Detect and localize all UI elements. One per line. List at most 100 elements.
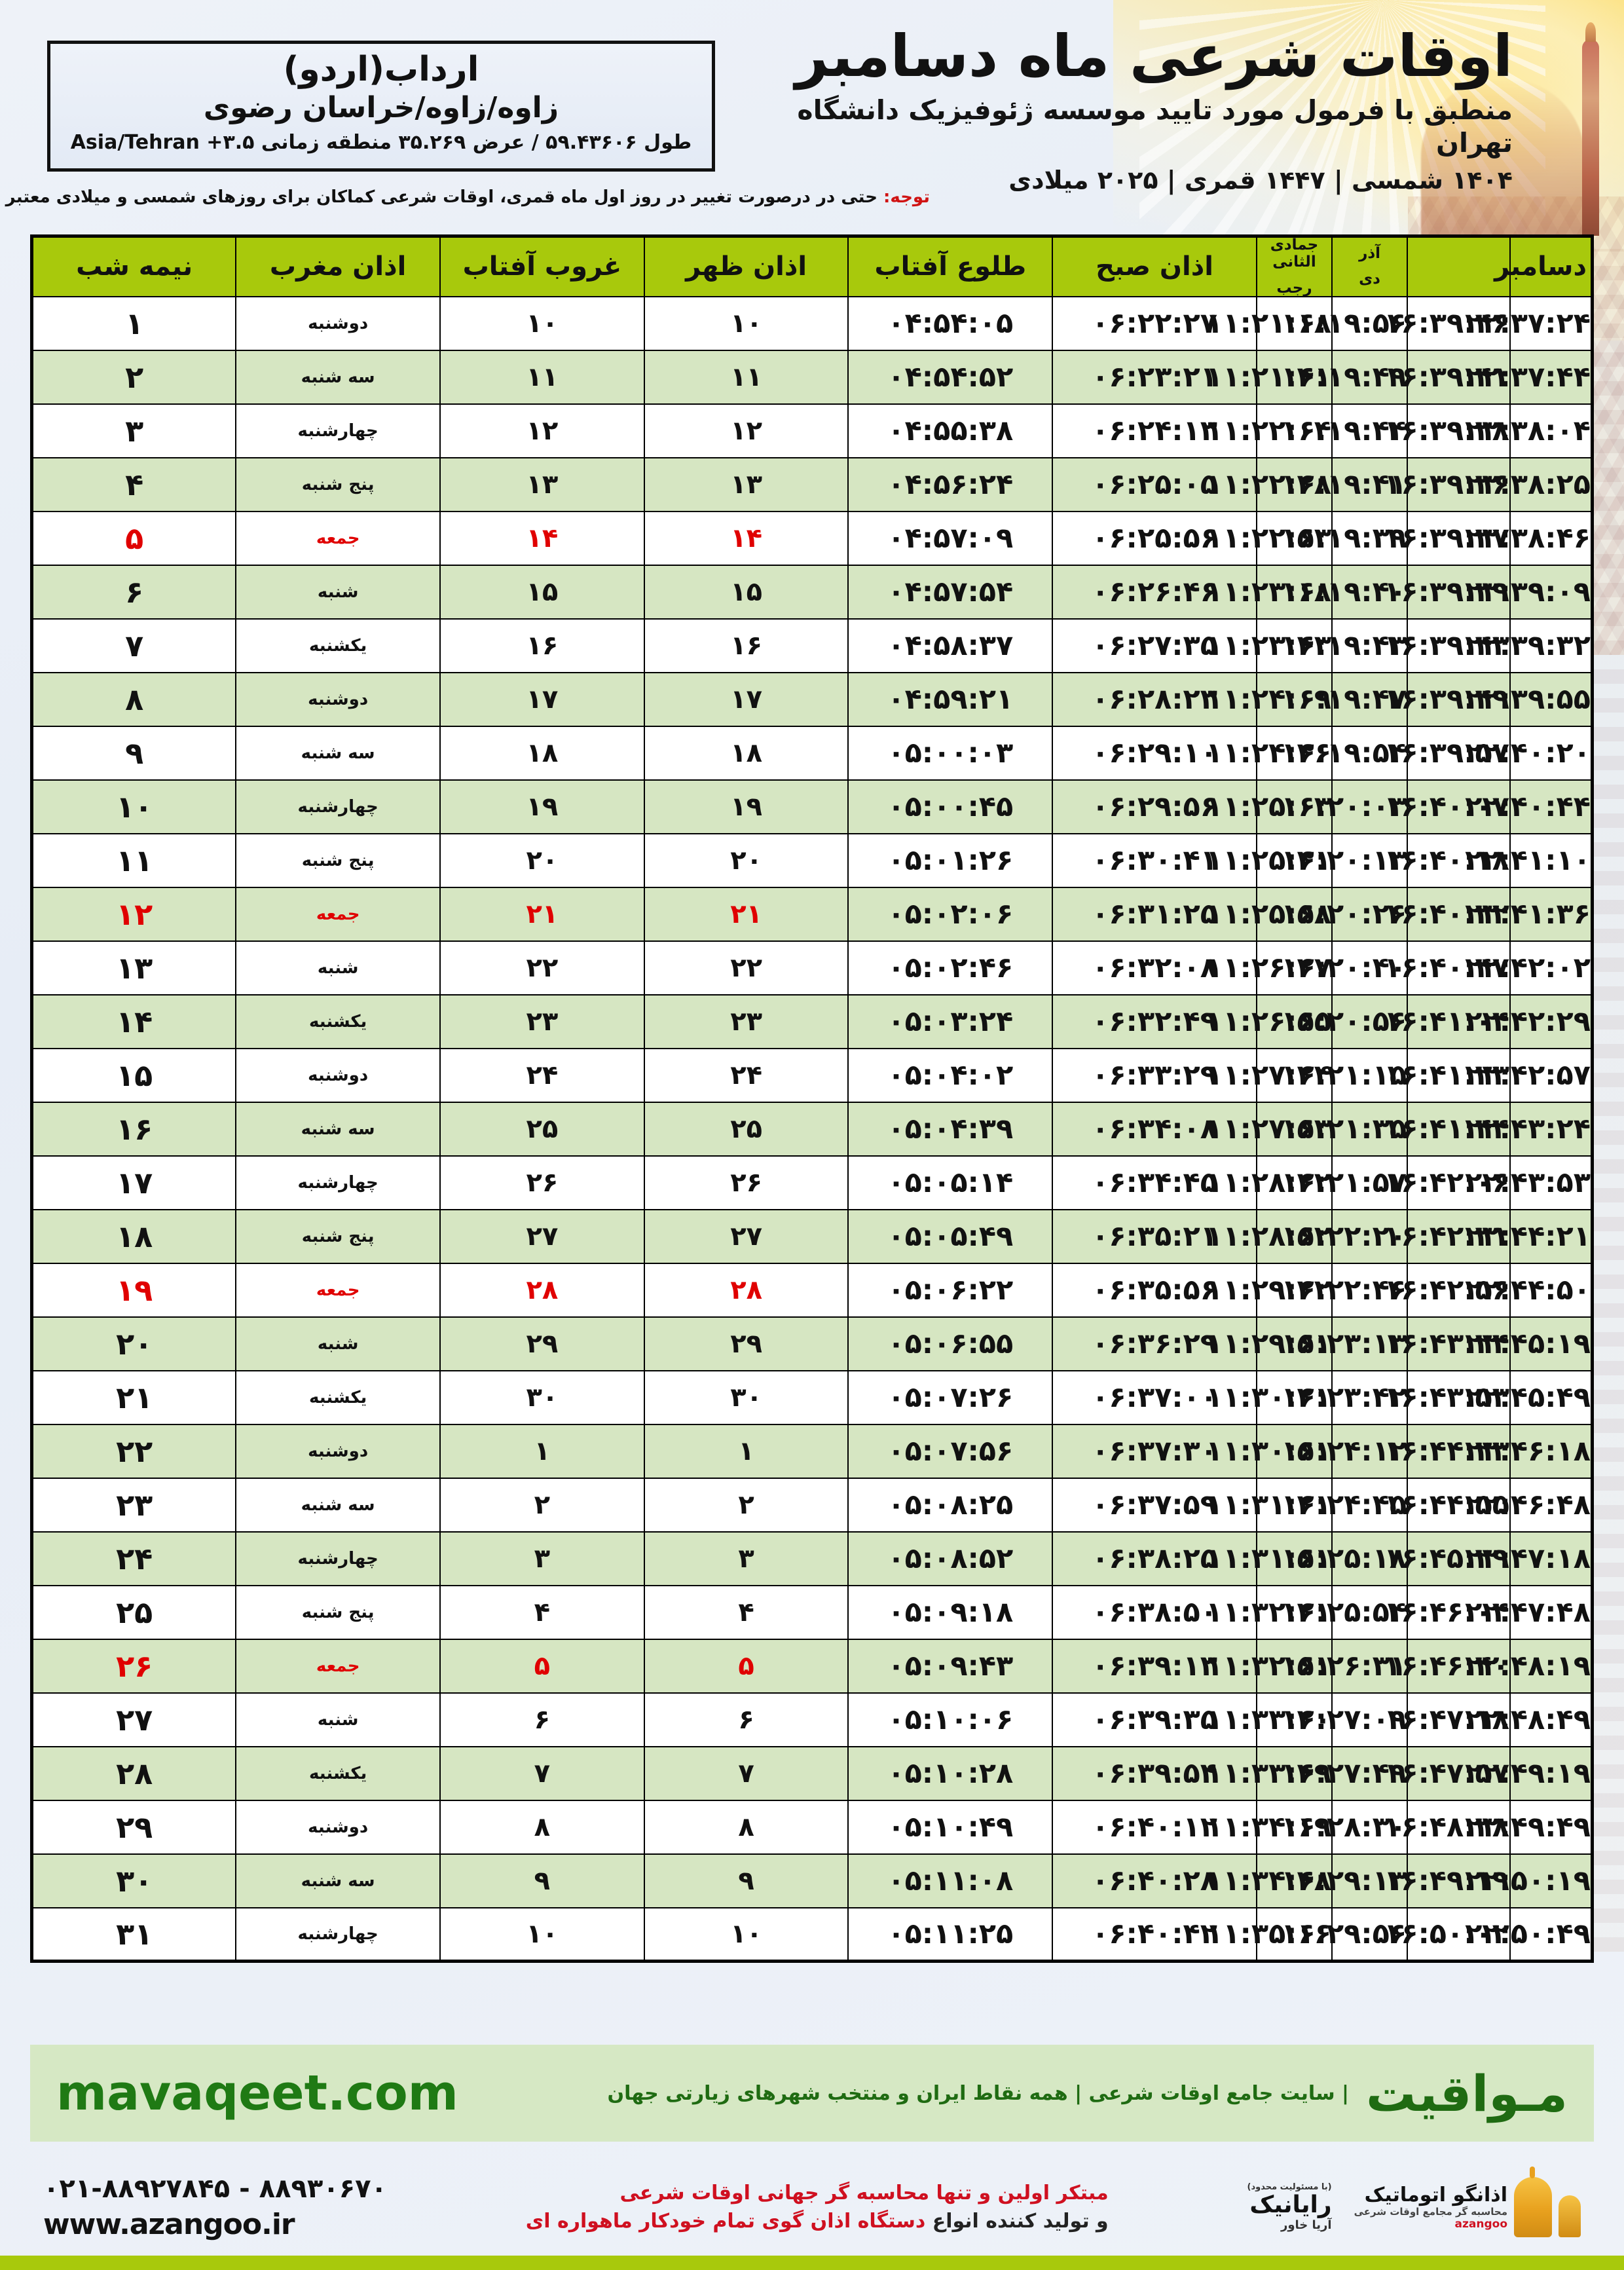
cell-midnight: ۲۲:۴۲:۵۷ — [1465, 1047, 1593, 1103]
table-row: ۲۲:۴۸:۱۹ ۱۶:۴۶:۴۰ ۱۶:۲۶:۳۱ ۱۱:۳۲:۵۱ ۰۶:۳۹:۱۳… — [31, 1638, 1593, 1694]
location-path: زاوه/زاوه/خراسان رضوی — [203, 90, 559, 124]
location-info-box: ارداب(اردو) زاوه/زاوه/خراسان رضوی طول ۵۹… — [47, 41, 715, 172]
cell-maghrib: ۱۶:۴۲:۰۶ — [1384, 1155, 1511, 1210]
cell-day: ۲۳ — [31, 1477, 237, 1533]
cell-qamari: ۲۳ — [643, 994, 849, 1049]
cell-fajr: ۰۵:۰۵:۴۹ — [847, 1208, 1054, 1264]
cell-midnight: ۲۲:۴۰:۲۰ — [1465, 725, 1593, 781]
cell-qamari: ۱۳ — [643, 456, 849, 512]
footer-ad-text: مبتکر اولین و تنها محاسبه گر جهانی اوقات… — [526, 2179, 1109, 2236]
calendar-date-line: ۱۴۰۴ شمسی | ۱۴۴۷ قمری | ۲۰۲۵ میلادی — [1008, 165, 1513, 195]
rayaneek-logo-sub: آریا خاور — [1280, 2218, 1332, 2232]
cell-shamsi: ۲۴ — [439, 1047, 645, 1103]
contact-phone: ۰۲۱-۸۸۹۲۷۸۴۵ - ۸۸۹۳۰۶۷۰ — [43, 2173, 388, 2204]
cell-shamsi: ۲۹ — [439, 1316, 645, 1371]
cell-maghrib: ۱۶:۴۱:۴۴ — [1384, 1101, 1511, 1157]
table-row: ۲۲:۳۷:۴۴ ۱۶:۳۹:۴۱ ۱۶:۱۹:۴۹ ۱۱:۲۱:۴۱ ۰۶:۲۳:۲۱… — [31, 349, 1593, 405]
rayaneek-logo[interactable]: (با مسئولیت محدود) رایانیک آریا خاور — [1247, 2182, 1332, 2232]
title-block: اوقات شرعی ماه دسامبر منطبق با فرمول مور… — [740, 26, 1513, 195]
prayer-times-table: دسامبر آذر دی جمادی الثانی رجب — [30, 234, 1594, 1963]
cell-dhuhr: ۱۱:۲۱:۱۸ — [1206, 295, 1333, 351]
cell-sunset: ۱۶:۱۹:۵۶ — [1281, 295, 1409, 351]
cell-sunrise: ۰۶:۳۴:۰۸ — [1052, 1101, 1257, 1157]
cell-fajr: ۰۵:۰۳:۲۴ — [847, 994, 1054, 1049]
note-text: حتی در درصورت تغییر در روز اول ماه قمری،… — [0, 187, 884, 207]
cell-dhuhr: ۱۱:۲۸:۲۲ — [1206, 1155, 1333, 1210]
note-line: توجه: حتی در درصورت تغییر در روز اول ماه… — [0, 187, 930, 207]
cell-weekday: جمعه — [235, 886, 441, 942]
cell-shamsi: ۱۹ — [439, 779, 645, 834]
cell-qamari: ۲۰ — [643, 832, 849, 888]
cell-fajr: ۰۵:۰۲:۴۶ — [847, 940, 1054, 995]
cell-dhuhr: ۱۱:۲۷:۵۳ — [1206, 1101, 1333, 1157]
table-row: ۲۲:۳۸:۴۶ ۱۶:۳۹:۳۷ ۱۶:۱۹:۳۹ ۱۱:۲۲:۵۳ ۰۶:۲۵:۵۶… — [31, 510, 1593, 566]
cell-dhuhr: ۱۱:۳۰:۵۱ — [1206, 1423, 1333, 1479]
cell-sunrise: ۰۶:۳۹:۳۵ — [1052, 1692, 1257, 1747]
cell-shamsi: ۱۳ — [439, 456, 645, 512]
column-header-shamsi: آذر دی — [1331, 235, 1409, 297]
table-row: ۲۲:۴۵:۱۹ ۱۶:۴۳:۲۴ ۱۶:۲۳:۱۳ ۱۱:۲۹:۵۱ ۰۶:۳۶:۲۹… — [31, 1316, 1593, 1371]
cell-dhuhr: ۱۱:۲۵:۳۱ — [1206, 832, 1333, 888]
cell-weekday: سه شنبه — [235, 1101, 441, 1157]
table-row: ۲۲:۴۴:۵۰ ۱۶:۴۲:۵۶ ۱۶:۲۲:۴۶ ۱۱:۲۹:۲۲ ۰۶:۳۵:۵۶… — [31, 1262, 1593, 1318]
cell-day: ۲۹ — [31, 1799, 237, 1855]
cell-sunset: ۱۶:۲۳:۴۲ — [1281, 1369, 1409, 1425]
cell-fajr: ۰۴:۵۷:۰۹ — [847, 510, 1054, 566]
cell-midnight: ۲۲:۴۴:۵۰ — [1465, 1262, 1593, 1318]
cell-sunrise: ۰۶:۳۸:۵۰ — [1052, 1584, 1257, 1640]
cell-sunset: ۱۶:۲۷:۰۹ — [1281, 1692, 1409, 1747]
cell-midnight: ۲۲:۴۵:۴۹ — [1465, 1369, 1593, 1425]
cell-qamari: ۲۶ — [643, 1155, 849, 1210]
cell-fajr: ۰۴:۵۶:۲۴ — [847, 456, 1054, 512]
cell-sunrise: ۰۶:۲۲:۲۷ — [1052, 295, 1257, 351]
azangoo-logo[interactable]: اذانگو اتوماتیک محاسبه گر مجامع اوقات شر… — [1354, 2167, 1581, 2237]
cell-shamsi: ۲۲ — [439, 940, 645, 995]
cell-dhuhr: ۱۱:۲۴:۰۹ — [1206, 671, 1333, 727]
table-row: ۲۲:۴۴:۲۱ ۱۶:۴۲:۳۱ ۱۶:۲۲:۲۰ ۱۱:۲۸:۵۲ ۰۶:۳۵:۲۱… — [31, 1208, 1593, 1264]
column-header-maghrib: اذان مغرب — [235, 235, 441, 297]
table-row: ۲۲:۴۸:۴۹ ۱۶:۴۷:۱۸ ۱۶:۲۷:۰۹ ۱۱:۳۳:۲۰ ۰۶:۳۹:۳۵… — [31, 1692, 1593, 1747]
column-header-qamari-top: جمادی الثانی — [1270, 236, 1319, 271]
cell-day: ۱۴ — [31, 994, 237, 1049]
column-header-qamari-bot: رجب — [1276, 280, 1312, 297]
cell-weekday: چهارشنبه — [235, 403, 441, 458]
table-row: ۲۲:۴۹:۱۹ ۱۶:۴۷:۵۷ ۱۶:۲۷:۴۹ ۱۱:۳۳:۴۹ ۰۶:۳۹:۵۴… — [31, 1745, 1593, 1801]
cell-shamsi: ۲۶ — [439, 1155, 645, 1210]
cell-qamari: ۱۲ — [643, 403, 849, 458]
table-row: ۲۲:۳۹:۳۲ ۱۶:۳۹:۴۳ ۱۶:۱۹:۴۳ ۱۱:۲۳:۴۳ ۰۶:۲۷:۳۵… — [31, 618, 1593, 673]
cell-qamari: ۳ — [643, 1531, 849, 1586]
cell-qamari: ۹ — [643, 1853, 849, 1908]
cell-sunrise: ۰۶:۳۸:۲۵ — [1052, 1531, 1257, 1586]
cell-fajr: ۰۴:۵۹:۲۱ — [847, 671, 1054, 727]
cell-sunrise: ۰۶:۴۰:۱۲ — [1052, 1799, 1257, 1855]
contact-website[interactable]: www.azangoo.ir — [43, 2207, 295, 2241]
cell-sunrise: ۰۶:۳۵:۲۱ — [1052, 1208, 1257, 1264]
cell-qamari: ۲۲ — [643, 940, 849, 995]
cell-maghrib: ۱۶:۳۹:۴۹ — [1384, 671, 1511, 727]
cell-shamsi: ۴ — [439, 1584, 645, 1640]
cell-weekday: چهارشنبه — [235, 1907, 441, 1962]
cell-sunset: ۱۶:۲۵:۵۴ — [1281, 1584, 1409, 1640]
cell-sunrise: ۰۶:۲۹:۵۶ — [1052, 779, 1257, 834]
cell-day: ۲۶ — [31, 1638, 237, 1694]
cell-qamari: ۲۴ — [643, 1047, 849, 1103]
cell-maghrib: ۱۶:۳۹:۴۱ — [1384, 349, 1511, 405]
cell-sunset: ۱۶:۲۱:۳۵ — [1281, 1101, 1409, 1157]
cell-fajr: ۰۵:۰۷:۲۶ — [847, 1369, 1054, 1425]
cell-midnight: ۲۲:۴۴:۲۱ — [1465, 1208, 1593, 1264]
cell-dhuhr: ۱۱:۲۷:۲۴ — [1206, 1047, 1333, 1103]
cell-sunset: ۱۶:۲۰:۲۶ — [1281, 886, 1409, 942]
cell-day: ۱۵ — [31, 1047, 237, 1103]
cell-dhuhr: ۱۱:۲۶:۵۵ — [1206, 994, 1333, 1049]
cell-sunrise: ۰۶:۴۰:۴۲ — [1052, 1907, 1257, 1962]
cell-maghrib: ۱۶:۴۵:۲۹ — [1384, 1531, 1511, 1586]
cell-sunset: ۱۶:۲۷:۴۹ — [1281, 1745, 1409, 1801]
table-row: ۲۲:۳۹:۰۹ ۱۶:۳۹:۳۹ ۱۶:۱۹:۴۰ ۱۱:۲۳:۱۸ ۰۶:۲۶:۴۶… — [31, 564, 1593, 620]
cell-weekday: یکشنبه — [235, 1369, 441, 1425]
table-row: ۲۲:۳۸:۰۴ ۱۶:۳۹:۳۸ ۱۶:۱۹:۴۴ ۱۱:۲۲:۰۴ ۰۶:۲۴:۱۳… — [31, 403, 1593, 458]
cell-weekday: شنبه — [235, 1692, 441, 1747]
cell-fajr: ۰۵:۰۱:۲۶ — [847, 832, 1054, 888]
footer-website-link[interactable]: mavaqeet.com — [56, 2065, 458, 2121]
cell-dhuhr: ۱۱:۳۳:۴۹ — [1206, 1745, 1333, 1801]
cell-day: ۳۰ — [31, 1853, 237, 1908]
